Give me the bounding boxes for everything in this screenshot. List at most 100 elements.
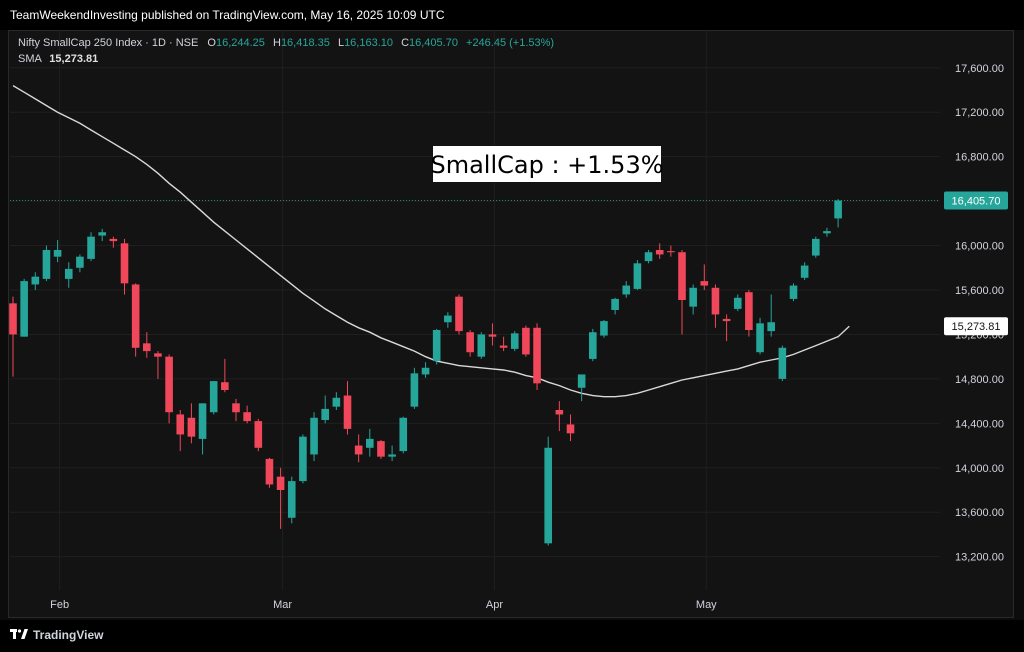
candle[interactable] xyxy=(154,351,162,379)
candle[interactable] xyxy=(544,436,552,546)
candle[interactable] xyxy=(321,395,329,424)
candle[interactable] xyxy=(165,354,173,424)
candle[interactable] xyxy=(287,476,296,524)
candle-body xyxy=(310,417,318,455)
candle[interactable] xyxy=(812,236,820,258)
candle[interactable] xyxy=(566,414,575,442)
candle[interactable] xyxy=(622,281,631,298)
candle[interactable] xyxy=(388,445,396,462)
candle[interactable] xyxy=(366,428,374,457)
candle[interactable] xyxy=(700,264,709,290)
y-tick-label: 17,600.00 xyxy=(955,63,1004,75)
candle-body xyxy=(20,281,28,337)
candle[interactable] xyxy=(432,328,441,365)
candle[interactable] xyxy=(555,401,564,432)
candle-body xyxy=(432,330,441,362)
candle[interactable] xyxy=(354,434,363,463)
candle[interactable] xyxy=(733,294,742,312)
candle-body xyxy=(589,332,597,359)
candle-body xyxy=(577,374,586,388)
candle[interactable] xyxy=(64,262,73,288)
candle[interactable] xyxy=(232,398,240,422)
candle[interactable] xyxy=(466,330,474,357)
candle[interactable] xyxy=(778,345,787,382)
candle[interactable] xyxy=(589,328,597,362)
candle[interactable] xyxy=(644,250,653,264)
sma-line[interactable] xyxy=(12,84,850,398)
legend-symbol[interactable]: Nifty SmallCap 250 Index · 1D · NSE xyxy=(18,37,199,49)
candle[interactable] xyxy=(689,284,697,315)
candle-body xyxy=(611,298,619,310)
candle[interactable] xyxy=(31,272,40,290)
candle[interactable] xyxy=(187,403,196,444)
candle[interactable] xyxy=(53,240,62,263)
candle[interactable] xyxy=(310,412,318,462)
candle[interactable] xyxy=(254,418,263,452)
candle[interactable] xyxy=(265,457,274,488)
candle[interactable] xyxy=(343,381,352,435)
candle-body xyxy=(109,238,118,242)
candle[interactable] xyxy=(98,228,106,242)
candle[interactable] xyxy=(611,297,619,315)
candle[interactable] xyxy=(477,332,486,359)
candle[interactable] xyxy=(20,278,28,337)
publisher-line: TeamWeekendInvesting published on Tradin… xyxy=(10,8,445,22)
candle[interactable] xyxy=(276,467,285,529)
legend-sma-row[interactable]: SMA 15,273.81 xyxy=(18,51,554,67)
candle[interactable] xyxy=(42,245,51,282)
candle[interactable] xyxy=(399,416,408,454)
candle[interactable] xyxy=(209,381,218,415)
candle[interactable] xyxy=(722,314,731,342)
candle[interactable] xyxy=(745,290,753,337)
candle-body xyxy=(789,285,798,299)
candle-body xyxy=(9,303,17,335)
candle-body xyxy=(143,343,151,352)
candle[interactable] xyxy=(87,232,95,262)
candle-body xyxy=(76,256,84,268)
candle[interactable] xyxy=(510,331,519,352)
candle[interactable] xyxy=(678,250,686,335)
candle[interactable] xyxy=(711,284,720,328)
candle[interactable] xyxy=(767,294,775,337)
price-chart[interactable]: 17,600.0017,200.0016,800.0016,400.0016,0… xyxy=(0,0,1024,620)
candle[interactable] xyxy=(577,374,586,402)
candle[interactable] xyxy=(221,358,229,393)
candle[interactable] xyxy=(499,336,508,352)
candle-body xyxy=(667,251,675,253)
candle[interactable] xyxy=(332,392,341,410)
candle[interactable] xyxy=(421,362,430,378)
candle[interactable] xyxy=(299,434,307,484)
candle[interactable] xyxy=(9,296,17,377)
candle[interactable] xyxy=(120,238,129,295)
tradingview-logo[interactable]: TradingView xyxy=(10,628,103,642)
candle[interactable] xyxy=(444,312,452,328)
candle[interactable] xyxy=(455,294,463,335)
candle[interactable] xyxy=(823,227,831,237)
candle[interactable] xyxy=(756,317,764,355)
chart-frame[interactable] xyxy=(8,30,1014,618)
candle[interactable] xyxy=(488,323,497,346)
candle-body xyxy=(332,397,341,407)
candle[interactable] xyxy=(600,320,608,338)
candle[interactable] xyxy=(789,283,798,302)
candle[interactable] xyxy=(800,262,809,280)
candle[interactable] xyxy=(76,254,84,273)
candle[interactable] xyxy=(176,410,185,452)
candle[interactable] xyxy=(243,405,251,424)
candle[interactable] xyxy=(522,325,530,357)
candle[interactable] xyxy=(633,260,642,290)
candle[interactable] xyxy=(109,236,118,248)
y-tick-label: 14,000.00 xyxy=(955,463,1004,475)
candle[interactable] xyxy=(410,367,419,409)
candle[interactable] xyxy=(533,323,541,390)
candle-body xyxy=(366,438,374,448)
annotation-box[interactable] xyxy=(433,146,661,182)
candle[interactable] xyxy=(667,245,675,257)
candle[interactable] xyxy=(377,440,385,459)
candle[interactable] xyxy=(143,332,151,358)
candle-body xyxy=(655,250,664,255)
candle[interactable] xyxy=(198,403,207,455)
candle[interactable] xyxy=(131,283,140,357)
candle[interactable] xyxy=(655,243,664,259)
candle[interactable] xyxy=(834,199,842,228)
